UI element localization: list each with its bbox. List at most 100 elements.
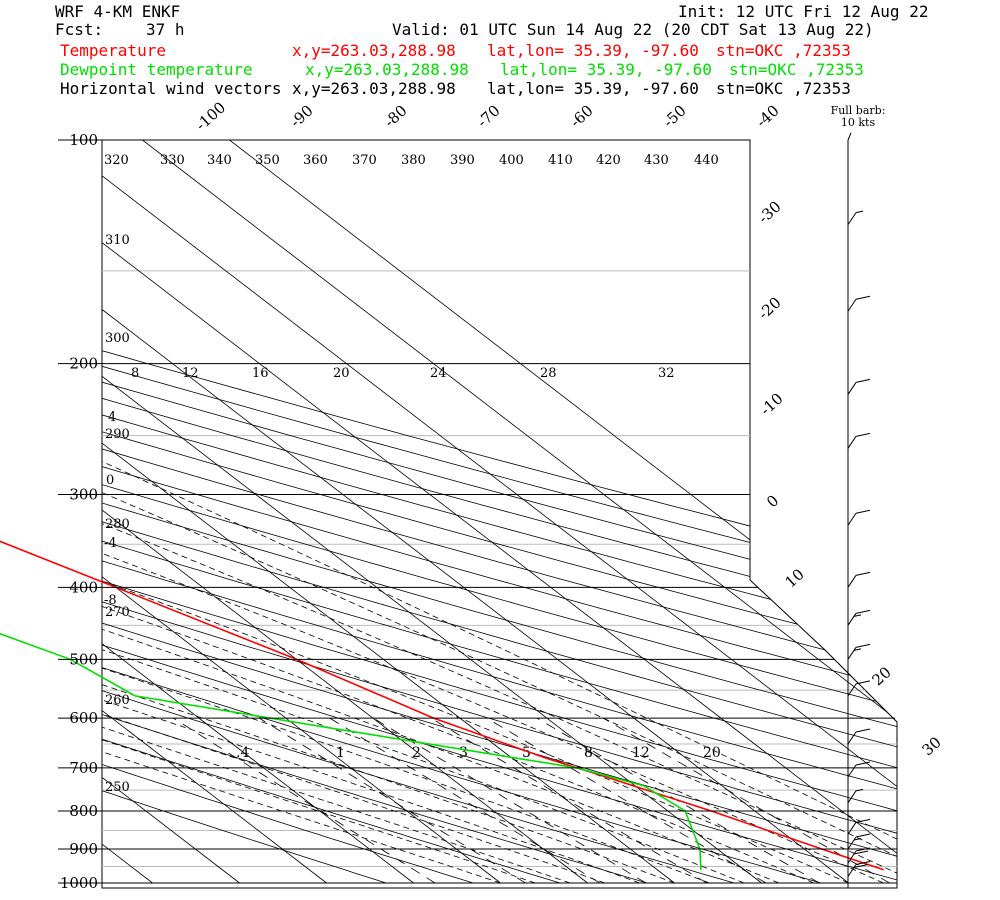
barb-flag — [855, 680, 871, 685]
wind-barbs — [847, 132, 871, 888]
wind-barb — [847, 378, 871, 395]
theta-label: 250 — [105, 780, 130, 795]
theta-label: 400 — [499, 153, 524, 168]
dewpoint-profile — [0, 632, 702, 870]
theta-label: 420 — [596, 153, 621, 168]
fcst-value: 37 h — [146, 20, 185, 39]
barb-shaft — [847, 850, 857, 864]
pressure-tick-label: 600 — [69, 709, 98, 727]
isotherm-label: -80 — [381, 102, 411, 132]
wind-legend-label: Horizontal wind vectors — [60, 79, 282, 98]
barb-half-flag — [853, 648, 862, 651]
wind-legend-xy: x,y=263.03,288.98 — [292, 79, 456, 98]
wind-barb — [847, 295, 871, 312]
barb-flag — [855, 643, 871, 648]
barb-shaft — [847, 647, 857, 660]
theta-label: 280 — [105, 517, 130, 532]
barb-shaft — [847, 683, 857, 697]
dry-adiabat — [102, 140, 897, 884]
moist-adiabat — [102, 363, 606, 884]
dry-adiabat — [102, 140, 897, 884]
theta-label: 440 — [694, 153, 719, 168]
background-lines — [102, 140, 897, 884]
pressure-tick-label: 400 — [69, 578, 98, 596]
dry-adiabat — [102, 140, 897, 884]
barb-shaft — [847, 790, 857, 804]
barb-shaft — [847, 822, 857, 835]
isotherm-label: -10 — [757, 390, 787, 420]
thetae-label: 0 — [106, 473, 114, 488]
isotherm-label: 30 — [919, 733, 945, 759]
dewpoint-legend-label: Dewpoint temperature — [60, 60, 253, 79]
isotherm — [102, 140, 327, 884]
temperature-legend-latlon: lat,lon= 35.39, -97.60 — [487, 41, 699, 60]
wind-barb — [847, 571, 871, 588]
isotherm — [102, 140, 897, 884]
wind-barb — [847, 432, 871, 449]
theta-label: 330 — [160, 153, 185, 168]
barb-flag — [853, 863, 869, 868]
dry-adiabat — [102, 140, 897, 884]
barb-half-flag — [853, 614, 862, 617]
wind-barb — [847, 728, 871, 745]
theta-label: 310 — [105, 233, 130, 248]
barb-note-line2: 10 kts — [841, 116, 876, 129]
mixing-ratio-label: 3 — [459, 745, 468, 761]
dry-adiabat — [102, 140, 897, 884]
dewpoint-legend-latlon: lat,lon= 35.39, -97.60 — [500, 60, 712, 79]
barb-half-flag — [855, 788, 864, 792]
pressure-tick-label: 1000 — [60, 874, 98, 892]
isotherm-label: -90 — [287, 102, 317, 132]
moist-adiabat — [102, 363, 571, 884]
wind-barb — [847, 509, 871, 526]
moist-adiabat — [102, 363, 710, 884]
isotherm — [102, 140, 897, 884]
moist-adiabat — [102, 363, 897, 884]
barb-shaft — [847, 436, 857, 449]
barb-shaft — [847, 382, 857, 395]
theta-label: 320 — [104, 153, 129, 168]
dry-adiabat — [102, 140, 897, 884]
mixing-ratio-line — [536, 717, 820, 884]
wind-barb — [847, 609, 871, 626]
wind-barb — [847, 680, 871, 697]
moist-adiabat — [102, 363, 675, 884]
thetae-label: 8 — [131, 366, 139, 381]
thetae-label: -8 — [104, 593, 117, 608]
wind-legend-latlon: lat,lon= 35.39, -97.60 — [487, 79, 699, 98]
barb-half-flag — [853, 838, 862, 841]
temperature-legend-label: Temperature — [60, 41, 166, 60]
theta-label: 360 — [303, 153, 328, 168]
isotherm-label: -50 — [660, 102, 690, 132]
dry-adiabat — [102, 140, 897, 884]
mixing-ratio-line — [602, 717, 890, 884]
thetae-label: 28 — [540, 366, 557, 381]
theta-label: 380 — [401, 153, 426, 168]
barb-flag — [855, 833, 871, 838]
isotherm-label: 0 — [763, 491, 782, 511]
mixing-ratio-label: .4 — [236, 745, 249, 761]
barb-shaft — [847, 864, 857, 877]
isotherm-label: -70 — [474, 102, 504, 132]
isotherm — [102, 140, 762, 884]
isotherm-label: 10 — [782, 565, 808, 591]
temperature-profile — [0, 540, 884, 871]
pressure-tick-label: 700 — [69, 759, 98, 777]
barb-flag — [855, 818, 871, 823]
valid-time: Valid: 01 UTC Sun 14 Aug 22 (20 CDT Sat … — [392, 20, 874, 39]
thetae-label: 4 — [108, 410, 116, 425]
theta-label: 290 — [105, 427, 130, 442]
barb-flag — [855, 432, 871, 437]
thetae-label: 12 — [182, 366, 199, 381]
mixing-ratio-line — [430, 717, 708, 884]
mixing-ratio-label: 12 — [632, 745, 650, 761]
thetae-label: 20 — [333, 366, 350, 381]
mixing-ratio-line — [373, 717, 647, 884]
isotherm-label: -40 — [753, 102, 783, 132]
isotherm — [102, 140, 501, 884]
mixing-ratio-line — [259, 717, 526, 884]
isotherm-label: -20 — [755, 294, 785, 324]
mixing-ratio-label: 20 — [703, 745, 721, 761]
mixing-ratio-label: 1 — [336, 745, 345, 761]
